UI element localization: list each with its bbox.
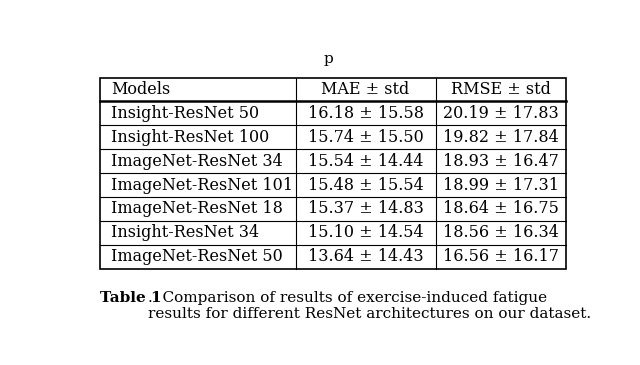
Text: ImageNet-ResNet 34: ImageNet-ResNet 34	[111, 153, 282, 170]
Text: 18.64 ± 16.75: 18.64 ± 16.75	[443, 200, 559, 218]
Text: 18.56 ± 16.34: 18.56 ± 16.34	[443, 224, 559, 241]
Text: 15.74 ± 15.50: 15.74 ± 15.50	[308, 129, 424, 146]
Text: Insight-ResNet 100: Insight-ResNet 100	[111, 129, 269, 146]
Text: ImageNet-ResNet 50: ImageNet-ResNet 50	[111, 248, 282, 265]
Text: 16.18 ± 15.58: 16.18 ± 15.58	[308, 105, 424, 122]
Text: .  Comparison of results of exercise-induced fatigue
results for different ResNe: . Comparison of results of exercise-indu…	[148, 291, 591, 321]
Text: 13.64 ± 14.43: 13.64 ± 14.43	[308, 248, 424, 265]
Text: 20.19 ± 17.83: 20.19 ± 17.83	[443, 105, 559, 122]
Bar	[100, 77, 566, 269]
Text: 19.82 ± 17.84: 19.82 ± 17.84	[443, 129, 559, 146]
Text: p: p	[323, 52, 333, 66]
Text: 18.99 ± 17.31: 18.99 ± 17.31	[443, 177, 559, 193]
Text: RMSE ± std: RMSE ± std	[451, 81, 551, 98]
Text: 15.10 ± 14.54: 15.10 ± 14.54	[308, 224, 424, 241]
Text: Table 1: Table 1	[100, 291, 161, 305]
Text: Models: Models	[111, 81, 170, 98]
Text: 15.48 ± 15.54: 15.48 ± 15.54	[308, 177, 424, 193]
Text: 15.54 ± 14.44: 15.54 ± 14.44	[308, 153, 423, 170]
Text: Insight-ResNet 34: Insight-ResNet 34	[111, 224, 259, 241]
Text: 16.56 ± 16.17: 16.56 ± 16.17	[443, 248, 559, 265]
Text: ImageNet-ResNet 101: ImageNet-ResNet 101	[111, 177, 292, 193]
Text: Insight-ResNet 50: Insight-ResNet 50	[111, 105, 259, 122]
Text: 15.37 ± 14.83: 15.37 ± 14.83	[308, 200, 424, 218]
Text: 18.93 ± 16.47: 18.93 ± 16.47	[443, 153, 559, 170]
Text: ImageNet-ResNet 18: ImageNet-ResNet 18	[111, 200, 283, 218]
Text: MAE ± std: MAE ± std	[321, 81, 410, 98]
